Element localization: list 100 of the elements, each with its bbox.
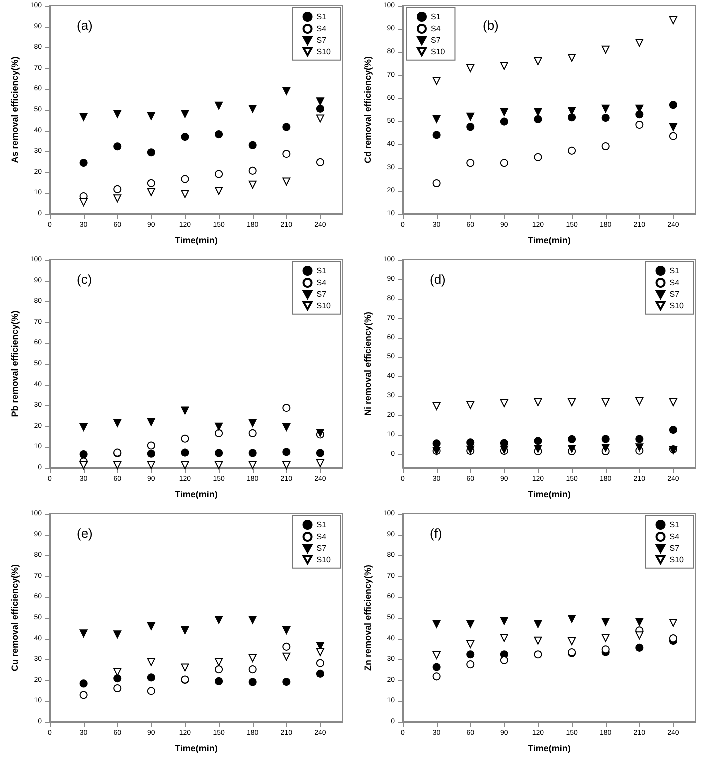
- point: [568, 444, 576, 453]
- point: [181, 462, 190, 470]
- x-axis-title: Time(min): [528, 744, 571, 754]
- point: [432, 672, 441, 681]
- point: [669, 132, 678, 140]
- point: [432, 651, 441, 660]
- legend-label: S10: [316, 47, 332, 56]
- point: [602, 142, 610, 151]
- point: [147, 450, 156, 458]
- point: [316, 104, 324, 113]
- point: [282, 642, 291, 651]
- text: (a): [77, 18, 93, 33]
- point: [80, 462, 88, 470]
- point: [282, 423, 291, 432]
- legend-label: S1: [316, 12, 328, 22]
- y-axis-title: As removal efficiency(%): [10, 56, 20, 164]
- point: [282, 652, 291, 661]
- point: [466, 401, 475, 410]
- point: [147, 461, 156, 470]
- point: [181, 110, 190, 118]
- point: [432, 179, 441, 188]
- point: [147, 674, 156, 682]
- point: [669, 618, 678, 627]
- point: [534, 398, 542, 406]
- point: [147, 687, 156, 696]
- point: [215, 102, 224, 110]
- point: [248, 461, 257, 470]
- point: [568, 615, 576, 624]
- point: [147, 418, 156, 426]
- point: [282, 462, 291, 470]
- point: [602, 114, 610, 122]
- legend-label: S1: [431, 12, 442, 22]
- point: [248, 141, 257, 150]
- point: [602, 618, 610, 626]
- point: [215, 422, 224, 431]
- point: [466, 650, 475, 659]
- point: [602, 46, 610, 54]
- point: [466, 660, 475, 669]
- point: [602, 435, 610, 444]
- point: [316, 648, 324, 656]
- legend-label: S7: [316, 36, 328, 46]
- point: [466, 123, 475, 132]
- point: [282, 87, 291, 96]
- point: [500, 656, 508, 664]
- point: [669, 426, 678, 434]
- point: [669, 123, 678, 132]
- point: [636, 435, 644, 444]
- x-axis-title: Time(min): [528, 490, 571, 500]
- point: [248, 654, 257, 662]
- point: [466, 112, 475, 121]
- legend-label: S10: [431, 47, 446, 56]
- point: [316, 670, 324, 678]
- point: [282, 448, 291, 456]
- point: [248, 104, 257, 113]
- point: [215, 429, 224, 438]
- point: [80, 680, 88, 688]
- point: [432, 620, 441, 628]
- point: [534, 108, 542, 116]
- text: (d): [430, 272, 446, 287]
- x-axis-title: Time(min): [175, 744, 218, 754]
- point: [466, 640, 475, 648]
- legend-label: S1: [316, 520, 328, 530]
- legend-label: S10: [316, 301, 332, 310]
- x-axis-title: Time(min): [528, 236, 571, 246]
- point: [500, 634, 508, 642]
- point: [282, 678, 291, 686]
- point: [316, 158, 324, 166]
- point: [316, 114, 324, 123]
- point: [181, 406, 190, 415]
- point: [282, 178, 291, 186]
- legend-label: S4: [670, 278, 680, 288]
- text: (e): [77, 526, 93, 541]
- point: [602, 444, 610, 452]
- point: [568, 54, 576, 62]
- point: [669, 16, 678, 25]
- point: [669, 634, 678, 643]
- point: [500, 118, 508, 126]
- point: [80, 630, 88, 638]
- point: [114, 142, 122, 151]
- point: [602, 634, 610, 642]
- point: [636, 121, 644, 130]
- point: [282, 626, 291, 634]
- point: [215, 658, 224, 666]
- point: [534, 153, 542, 162]
- point: [500, 617, 508, 626]
- point: [432, 77, 441, 86]
- x-axis-title: Time(min): [175, 236, 218, 246]
- point: [147, 658, 156, 666]
- point: [534, 636, 542, 645]
- point: [80, 198, 88, 207]
- x-axis-title: Time(min): [175, 490, 218, 500]
- point: [669, 398, 678, 406]
- point: [215, 677, 224, 686]
- point: [636, 644, 644, 652]
- point: [500, 159, 508, 168]
- y-axis-title: Pb removal efficiency(%): [10, 310, 20, 418]
- point: [114, 194, 122, 203]
- point: [215, 666, 224, 674]
- text: (c): [77, 272, 92, 287]
- legend-label: S10: [316, 555, 332, 564]
